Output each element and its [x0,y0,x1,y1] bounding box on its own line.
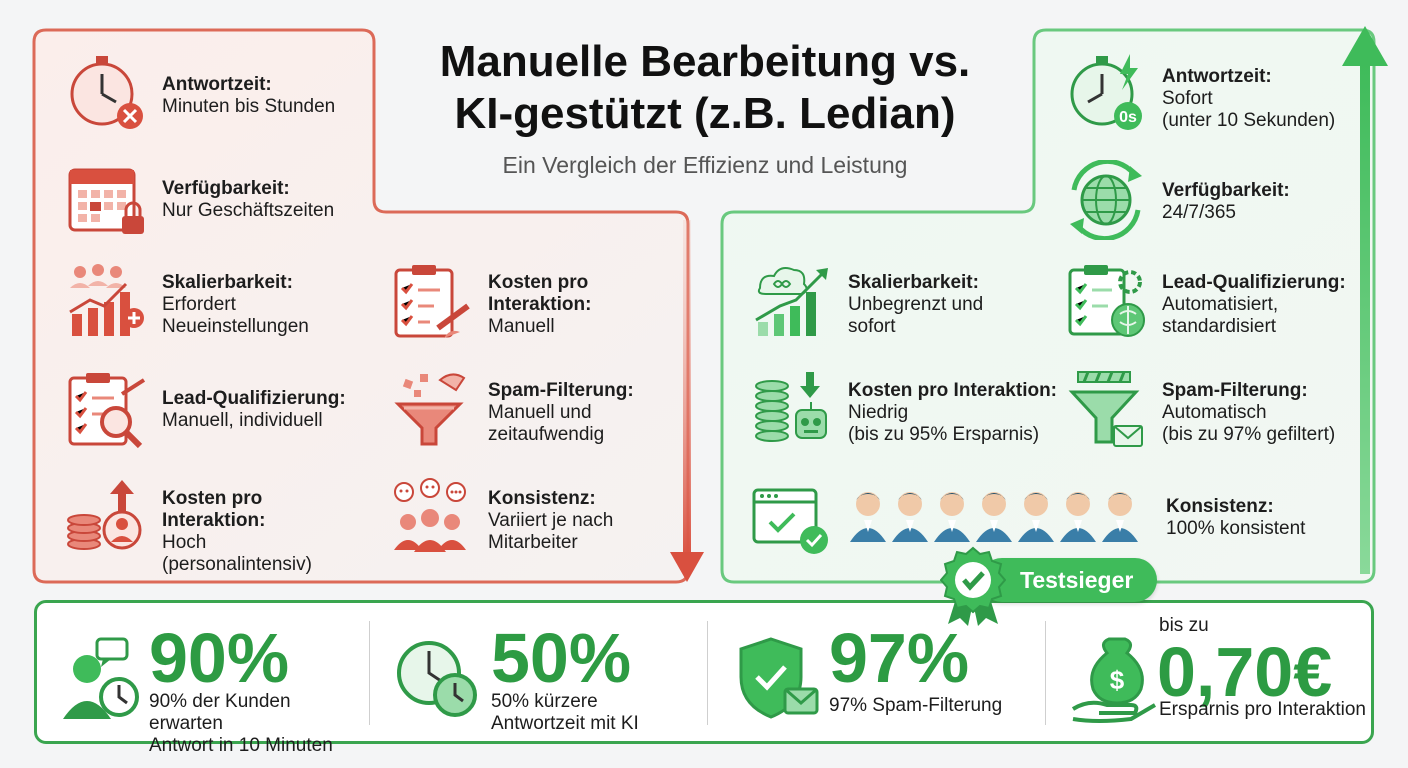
manual-response-item: Antwortzeit: Minuten bis Stunden [64,50,335,130]
team-avatars-icon [850,492,1138,542]
manual-consistency-value: Variiert je nach Mitarbeiter [488,510,614,553]
stat-response: 50% 50% kürzere Antwortzeit mit KI [373,603,703,741]
stat-response-desc: 50% kürzere Antwortzeit mit KI [491,691,639,734]
manual-scalability-item: Skalierbarkeit: Erfordert Neueinstellung… [64,262,309,342]
stat-divider [1045,621,1046,725]
stat-spam-desc: 97% Spam-Filterung [829,695,1003,716]
stat-spam-big: 97% [829,619,970,697]
svg-text:$: $ [1110,665,1125,695]
ai-spam-label: Spam-Filterung: [1162,380,1308,401]
money-bag-hand-icon: $ [1071,637,1157,723]
manual-lead-label: Lead-Qualifizierung: [162,388,346,409]
funnel-mail-icon [1068,371,1143,447]
manual-consistency-item: Konsistenz: Variiert je nach Mitarbeiter [390,478,613,558]
manual-availability-label: Verfügbarkeit: [162,178,290,199]
ai-consistency-text: Konsistenz: 100% konsistent [1064,484,1305,540]
page-title: Manuelle Bearbeitung vs. KI-gestützt (z.… [439,37,971,138]
stopwatch-bolt-icon: 0s [1070,54,1142,130]
ai-cost-value: Niedrig (bis zu 95% Ersparnis) [848,402,1040,445]
ai-cost-label: Kosten pro Interaktion: [848,380,1058,401]
manual-spam-item: Spam-Filterung: Manuell und zeitaufwendi… [390,370,634,450]
clipboard-search-icon [68,373,146,449]
stat-savings-big: 0,70€ [1157,633,1333,711]
calendar-lock-icon [68,168,144,234]
people-chat-icon [394,478,466,552]
stat-divider [707,621,708,725]
manual-lead-value: Manuell, individuell [162,410,323,431]
stat-customers-desc: 90% der Kunden erwarten Antwort in 10 Mi… [149,691,333,756]
ai-spam-value: Automatisch (bis zu 97% gefiltert) [1162,402,1336,445]
stopwatch-x-icon [70,56,143,129]
manual-cost-right-item: Kosten pro Interaktion: Manuell [390,262,591,342]
ai-spam-item: Spam-Filterung: Automatisch (bis zu 97% … [1064,370,1335,450]
ai-response-value: Sofort (unter 10 Sekunden) [1162,88,1336,131]
ai-availability-label: Verfügbarkeit: [1162,180,1290,201]
stat-response-big: 50% [491,619,632,697]
award-medal-icon [940,546,1006,626]
ai-scalability-item: Skalierbarkeit: Unbegrenzt und sofort [750,262,983,342]
ai-cost-item: Kosten pro Interaktion: Niedrig (bis zu … [750,370,1057,450]
double-clock-icon [397,641,477,717]
manual-scalability-label: Skalierbarkeit: [162,272,293,293]
ai-scalability-value: Unbegrenzt und sofort [848,294,984,337]
manual-cost-label: Kosten pro Interaktion: [162,488,266,531]
ai-response-label: Antwortzeit: [1162,66,1272,87]
stat-savings-pre: bis zu [1159,615,1209,636]
manual-availability-item: Verfügbarkeit: Nur Geschäftszeiten [64,160,334,240]
stat-spam: 97% 97% Spam-Filterung [711,603,1041,741]
shield-mail-icon [739,637,819,719]
stat-customers: 90% 90% der Kunden erwarten Antwort in 1… [37,603,367,756]
manual-cost-right-value: Manuell [488,316,555,337]
manual-response-value: Minuten bis Stunden [162,96,336,117]
ai-lead-label: Lead-Qualifizierung: [1162,272,1346,293]
manual-scalability-value: Erfordert Neueinstellungen [162,294,309,337]
cloud-chart-icon [755,267,828,336]
stat-savings-desc: Ersparnis pro Interaktion [1159,699,1366,720]
person-clock-icon [63,637,139,719]
ai-scalability-label: Skalierbarkeit: [848,272,979,293]
stat-customers-big: 90% [149,619,290,697]
coins-arrow-up-icon [67,480,142,550]
ai-consistency-label: Konsistenz: [1166,496,1274,517]
manual-response-label: Antwortzeit: [162,74,272,95]
manual-cost-value: Hoch (personalintensiv) [162,532,312,575]
ai-availability-value: 24/7/365 [1162,202,1236,223]
manual-cost-right-label: Kosten pro Interaktion: [488,272,592,315]
page-subtitle: Ein Vergleich der Effizienz und Leistung [502,152,908,178]
manual-spam-label: Spam-Filterung: [488,380,634,401]
ai-lead-value: Automatisiert, standardisiert [1162,294,1279,337]
globe-cycle-icon [1070,160,1142,240]
team-growth-icon [69,264,144,336]
stat-divider [369,621,370,725]
funnel-hand-icon [394,373,466,446]
stats-bar: 90% 90% der Kunden erwarten Antwort in 1… [34,600,1374,756]
manual-cost-item: Kosten pro Interaktion: Hoch (personalin… [64,478,312,576]
browser-check-icon [752,488,828,554]
manual-lead-item: Lead-Qualifizierung: Manuell, individuel… [64,370,346,450]
stat-savings: $ bis zu 0,70€ Ersparnis pro Interaktion [1049,603,1371,741]
manual-consistency-label: Konsistenz: [488,488,596,509]
ai-consistency-value: 100% konsistent [1166,518,1306,539]
clipboard-brain-icon [1068,265,1145,337]
coins-robot-icon [755,372,827,442]
ai-lead-item: Lead-Qualifizierung: Automatisiert, stan… [1064,262,1346,342]
ai-response-item: 0s Antwortzeit: Sofort (unter 10 Sekunde… [1064,50,1335,132]
testsieger-badge: Testsieger [980,558,1158,602]
zero-seconds-badge: 0s [1119,109,1137,126]
ai-consistency-item [750,484,836,564]
manual-spam-value: Manuell und zeitaufwendig [488,402,605,445]
manual-availability-value: Nur Geschäftszeiten [162,200,335,221]
clipboard-pen-icon [394,265,470,338]
ai-availability-item: Verfügbarkeit: 24/7/365 [1064,160,1290,240]
